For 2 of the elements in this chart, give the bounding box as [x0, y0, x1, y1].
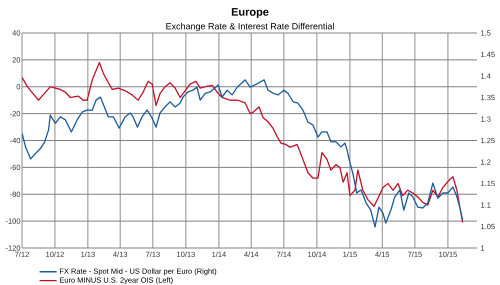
chart-title: Europe	[232, 8, 269, 18]
chart-subtitle: Exchange Rate & Interest Rate Differential	[166, 22, 334, 32]
